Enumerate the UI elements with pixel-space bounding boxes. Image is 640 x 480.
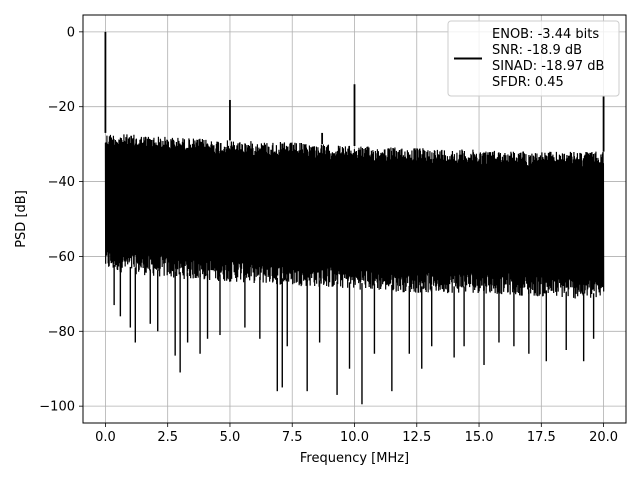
x-tick-label: 12.5 [402,430,431,445]
y-tick-label: −40 [48,175,75,190]
x-tick-label: 5.0 [220,430,241,445]
x-tick-label: 10.0 [340,430,369,445]
legend-sfdr: SFDR: 0.45 [492,75,564,90]
legend-enob: ENOB: -3.44 bits [492,27,599,42]
x-tick-label: 15.0 [465,430,494,445]
legend-box [447,20,620,97]
x-axis-ticks: 0.0 2.5 5.0 7.5 10.0 12.5 15.0 17.5 20.0 [95,423,618,445]
x-axis-label: Frequency [MHz] [300,451,409,466]
y-tick-label: −60 [48,250,75,265]
legend-sinad: SINAD: -18.97 dB [492,59,604,74]
legend: ENOB: -3.44 bits SNR: -18.9 dB SINAD: -1… [447,20,620,97]
y-tick-label: −80 [48,325,75,340]
x-tick-label: 17.5 [527,430,556,445]
legend-snr: SNR: -18.9 dB [492,43,582,58]
x-tick-label: 7.5 [282,430,303,445]
x-tick-label: 0.0 [95,430,116,445]
x-tick-label: 20.0 [589,430,618,445]
plot-area [104,31,605,405]
psd-noise-trace [104,134,605,299]
x-tick-label: 2.5 [157,430,178,445]
y-axis-ticks: 0 −20 −40 −60 −80 −100 [39,25,83,415]
y-axis-label: PSD [dB] [14,190,29,248]
y-tick-label: 0 [67,25,75,40]
y-tick-label: −100 [39,400,75,415]
y-tick-label: −20 [48,100,75,115]
